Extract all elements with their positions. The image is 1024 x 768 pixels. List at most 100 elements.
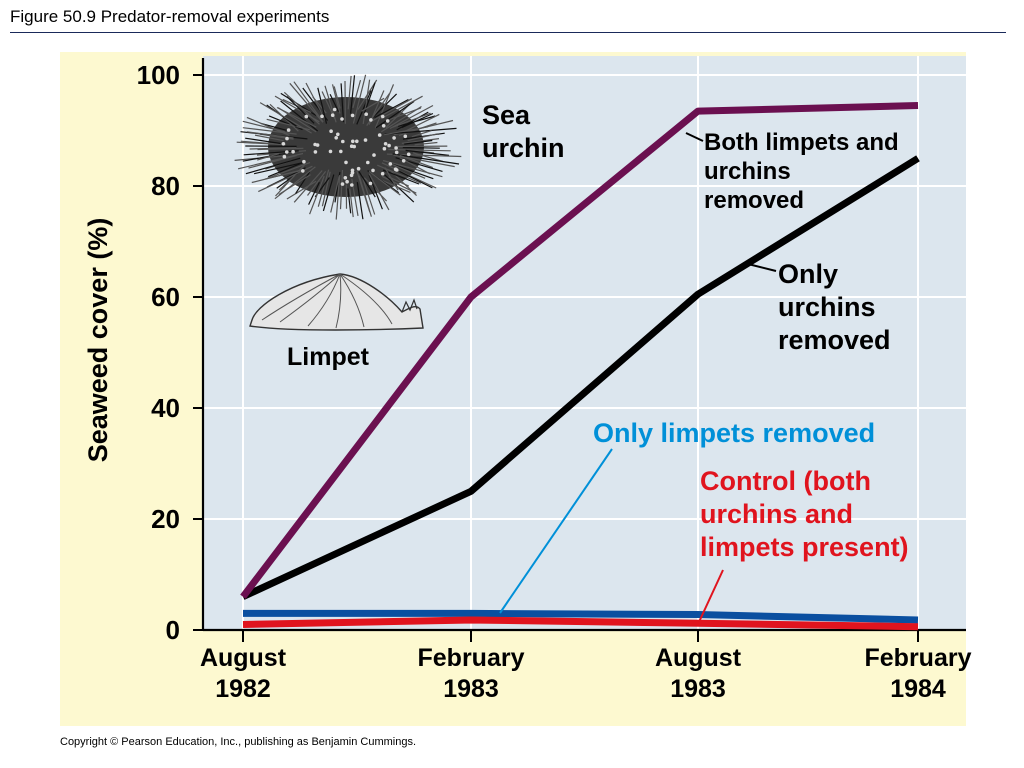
x-tick-label: February (418, 644, 525, 672)
urchin-spot (304, 114, 309, 119)
urchin-spot (315, 143, 320, 147)
urchin-spine (361, 174, 376, 215)
urchin-spot (329, 129, 333, 133)
urchin-spine (307, 171, 327, 196)
urchin-spine (401, 112, 434, 129)
urchin-spine (352, 74, 367, 124)
y-tick-label: 80 (151, 171, 180, 201)
urchin-spot (339, 149, 343, 154)
urchin-spine (312, 96, 327, 114)
urchin-spine (374, 98, 409, 119)
urchin-spine (295, 171, 311, 194)
urchin-spot (371, 168, 375, 173)
urchin-spine (289, 82, 324, 123)
urchin-spine (249, 147, 297, 150)
urchin-spot (401, 159, 406, 163)
y-tick-label: 20 (151, 504, 180, 534)
urchin-spot (394, 150, 399, 155)
urchin-spine (358, 171, 376, 198)
y-axis-label: Seaweed cover (%) (83, 218, 113, 463)
urchin-spine (242, 151, 290, 162)
urchin-spine (274, 166, 316, 200)
urchin-spot (291, 149, 295, 154)
urchin-spine (356, 182, 364, 220)
urchin-spot (383, 142, 388, 146)
urchin-spine (368, 170, 401, 196)
urchin-spine (251, 168, 304, 184)
series-label-urchins: urchins (778, 292, 876, 322)
urchin-spot (394, 168, 399, 172)
urchin-spot (363, 138, 368, 142)
urchin-spine (392, 112, 431, 128)
urchin-spine (375, 100, 415, 129)
series-label-both: Both limpets and (704, 129, 899, 156)
urchin-spine (349, 188, 354, 218)
axes: 0 20 40 60 80 100 August 1982 February 1983 August… (83, 58, 972, 703)
title-divider (10, 32, 1006, 33)
y-tick-label: 40 (151, 393, 180, 423)
sea-urchin-icon (234, 74, 462, 220)
urchin-spine (317, 87, 328, 124)
x-tick-label: February (865, 644, 972, 672)
leader-line-limpets (499, 448, 613, 614)
urchin-spot (394, 146, 398, 150)
urchin-spine (275, 163, 306, 197)
urchin-spine (374, 84, 395, 129)
urchin-spine (401, 113, 440, 134)
urchin-spine (361, 97, 385, 112)
urchin-spine (324, 85, 337, 123)
urchin-spine (352, 79, 362, 109)
sea-urchin-label: urchin (482, 133, 565, 163)
urchin-spot (381, 124, 386, 128)
urchin-spine (245, 137, 281, 145)
urchin-spine (276, 106, 317, 128)
urchin-spine (253, 161, 305, 175)
series (240, 102, 920, 631)
urchin-spine (267, 161, 305, 178)
series-label-urchins: removed (778, 325, 891, 355)
urchin-spine (381, 162, 437, 189)
y-tick-label: 0 (166, 615, 180, 645)
series-line-limpets (243, 609, 919, 624)
urchin-spine (280, 100, 319, 132)
urchin-spine (368, 174, 383, 210)
urchin-spot (350, 168, 355, 173)
urchin-spot (380, 114, 385, 119)
urchin-spot (369, 118, 373, 122)
urchin-spot (320, 114, 324, 119)
urchin-spot (282, 154, 287, 159)
urchin-spine (330, 176, 340, 213)
series-labels: Both limpets andurchinsremovedOnlyurchin… (499, 129, 909, 623)
series-label-limpets: Only limpets removed (593, 418, 875, 448)
urchin-spine (293, 81, 324, 123)
urchin-spot (372, 153, 376, 157)
urchin-spot (334, 136, 339, 140)
urchin-spot (368, 181, 373, 186)
urchin-spot (350, 113, 355, 118)
urchin-spine (246, 131, 294, 139)
urchin-spine (357, 79, 378, 110)
urchin-spine (363, 177, 388, 202)
urchin-spot (302, 159, 306, 164)
urchin-spot (387, 143, 391, 148)
urchin-spot (330, 113, 335, 117)
urchin-spine (381, 175, 417, 194)
urchin-spot (356, 166, 361, 171)
urchin-spine (392, 153, 460, 165)
urchin-spine (356, 90, 372, 125)
urchin-spot (281, 142, 286, 146)
urchin-spine (340, 83, 345, 123)
urchin-spine (384, 127, 457, 135)
urchin-spot (380, 171, 385, 176)
urchin-spot (355, 139, 359, 144)
urchin-spine (401, 138, 440, 144)
urchin-spot (377, 133, 382, 137)
urchin-spot (352, 144, 357, 149)
figure-title: Figure 50.9 Predator-removal experiments (10, 7, 330, 26)
urchin-spine (266, 162, 311, 179)
urchin-spine (380, 95, 423, 120)
series-line-control (242, 616, 919, 631)
urchin-spine (308, 181, 320, 205)
urchin-spine (331, 84, 341, 114)
